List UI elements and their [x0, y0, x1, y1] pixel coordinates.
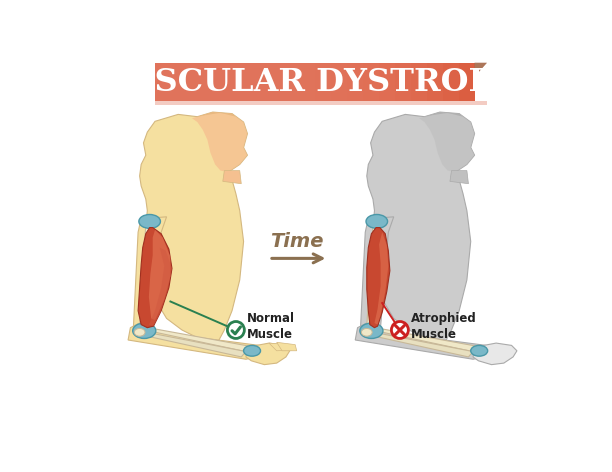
- Circle shape: [228, 321, 244, 338]
- Circle shape: [392, 321, 408, 338]
- Ellipse shape: [471, 346, 488, 356]
- Polygon shape: [364, 331, 473, 357]
- FancyBboxPatch shape: [155, 63, 283, 101]
- FancyBboxPatch shape: [155, 63, 427, 101]
- Text: Normal
Muscle: Normal Muscle: [247, 312, 294, 341]
- Polygon shape: [192, 112, 247, 172]
- Ellipse shape: [133, 323, 156, 338]
- Polygon shape: [198, 112, 240, 120]
- FancyBboxPatch shape: [155, 63, 315, 101]
- Text: Time: Time: [270, 232, 324, 251]
- Polygon shape: [140, 112, 247, 342]
- Polygon shape: [136, 331, 246, 357]
- Ellipse shape: [134, 329, 145, 336]
- Polygon shape: [128, 322, 259, 359]
- Polygon shape: [367, 112, 474, 342]
- Polygon shape: [140, 225, 152, 326]
- Text: MUSCULAR DYSTROPHY: MUSCULAR DYSTROPHY: [91, 67, 546, 98]
- FancyBboxPatch shape: [155, 63, 474, 101]
- Polygon shape: [277, 342, 297, 351]
- Ellipse shape: [139, 214, 160, 228]
- Polygon shape: [473, 343, 517, 365]
- Polygon shape: [367, 225, 379, 326]
- FancyBboxPatch shape: [155, 63, 395, 101]
- Polygon shape: [149, 230, 170, 320]
- Polygon shape: [155, 101, 487, 105]
- Polygon shape: [474, 63, 487, 76]
- FancyBboxPatch shape: [155, 63, 458, 101]
- Polygon shape: [355, 322, 486, 359]
- Polygon shape: [360, 217, 394, 340]
- FancyBboxPatch shape: [155, 63, 474, 101]
- Polygon shape: [373, 226, 377, 320]
- Polygon shape: [368, 328, 481, 352]
- FancyBboxPatch shape: [155, 63, 411, 101]
- Polygon shape: [138, 228, 172, 328]
- FancyBboxPatch shape: [155, 63, 347, 101]
- Text: Atrophied
Muscle: Atrophied Muscle: [411, 312, 476, 341]
- Polygon shape: [419, 112, 474, 172]
- Polygon shape: [223, 170, 241, 184]
- Ellipse shape: [362, 329, 372, 336]
- Ellipse shape: [360, 323, 383, 338]
- FancyBboxPatch shape: [155, 63, 379, 101]
- FancyBboxPatch shape: [155, 63, 363, 101]
- Polygon shape: [246, 343, 289, 365]
- Polygon shape: [474, 63, 487, 76]
- Ellipse shape: [244, 346, 261, 356]
- Polygon shape: [450, 170, 468, 184]
- Polygon shape: [367, 228, 390, 328]
- Polygon shape: [133, 217, 166, 340]
- Polygon shape: [146, 226, 150, 320]
- Polygon shape: [375, 232, 389, 325]
- Ellipse shape: [366, 214, 387, 228]
- Polygon shape: [425, 112, 467, 120]
- FancyBboxPatch shape: [155, 63, 267, 101]
- Polygon shape: [149, 248, 172, 326]
- Polygon shape: [141, 328, 253, 352]
- Polygon shape: [269, 343, 292, 351]
- FancyBboxPatch shape: [155, 63, 442, 101]
- FancyBboxPatch shape: [155, 63, 330, 101]
- FancyBboxPatch shape: [155, 63, 299, 101]
